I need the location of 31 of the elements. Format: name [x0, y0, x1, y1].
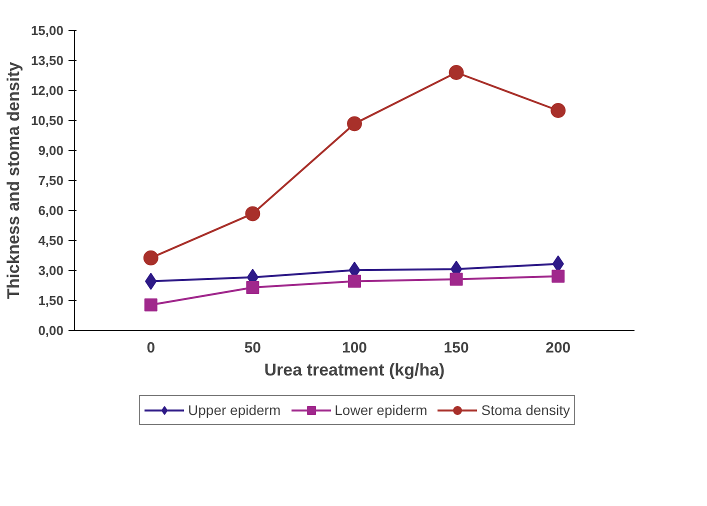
x-tick-label: 50 — [244, 340, 262, 356]
point — [144, 298, 158, 312]
legend-label: Upper epiderm — [188, 402, 281, 418]
point — [450, 272, 463, 286]
y-tick-label: 0,00 — [38, 323, 64, 338]
legend-label: Stoma density — [481, 402, 570, 418]
x-tick-label: 100 — [342, 340, 368, 356]
y-tick-label: 6,00 — [38, 203, 64, 218]
y-tick-label: 9,00 — [38, 143, 64, 158]
y-tick-label: 4,50 — [38, 233, 64, 248]
point — [448, 65, 464, 80]
x-tick-label: 150 — [444, 340, 469, 356]
point — [347, 116, 362, 132]
y-tick-label: 13,50 — [30, 53, 64, 68]
point — [348, 274, 361, 288]
y-tick-label: 15,00 — [30, 23, 64, 38]
x-tick-label: 0 — [146, 340, 156, 356]
point — [550, 103, 566, 118]
y-tick-label: 10,50 — [30, 113, 64, 128]
point — [143, 250, 158, 266]
point — [246, 281, 260, 294]
point — [245, 206, 260, 222]
legend-label: Lower epiderm — [334, 402, 428, 418]
point — [552, 270, 565, 283]
y-tick-label: 3,00 — [38, 263, 64, 278]
x-axis-title: Urea treatment (kg/ha) — [264, 360, 445, 380]
y-tick-label: 7,50 — [38, 173, 64, 188]
y-axis-title: Thickness and stoma density — [4, 61, 23, 300]
y-tick-label: 1,50 — [38, 293, 64, 308]
x-tick-label: 200 — [546, 340, 571, 356]
y-tick-label: 12,00 — [30, 83, 64, 98]
